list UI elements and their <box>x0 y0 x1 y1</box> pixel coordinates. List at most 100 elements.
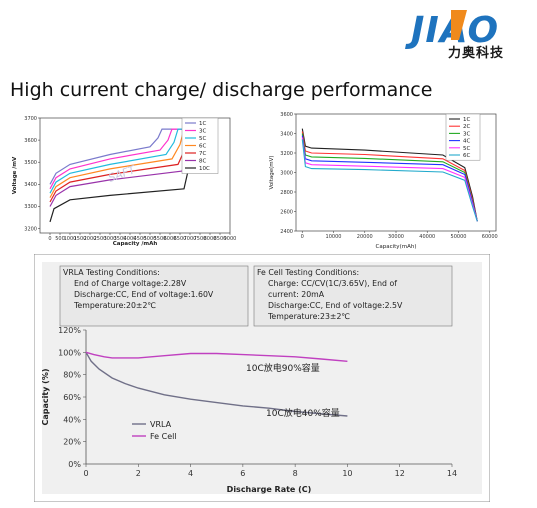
y-tick-label: 20% <box>63 438 81 447</box>
x-tick-label: 14 <box>447 469 457 478</box>
x-tick-label: 5500 <box>154 236 167 242</box>
series-line-5c <box>49 128 210 194</box>
y-tick-label: 60% <box>63 393 81 402</box>
legend-label: 6C <box>463 153 470 159</box>
y-tick-label: 40% <box>63 415 81 424</box>
conditions-line: Temperature:23±2℃ <box>267 312 350 321</box>
legend-label: 1C <box>463 117 470 123</box>
x-axis-label: Capacity(mAh) <box>376 244 417 250</box>
x-tick-label: 10000 <box>326 234 342 240</box>
x-tick-label: 20000 <box>357 234 373 240</box>
x-tick-label: 2000 <box>84 236 97 242</box>
y-tick-label: 3200 <box>24 226 37 232</box>
x-tick-label: 0 <box>48 236 51 242</box>
x-tick-label: 50000 <box>451 234 467 240</box>
series-line-6c <box>301 139 478 222</box>
x-tick-label: 4000 <box>124 236 137 242</box>
legend-label: 8C <box>199 159 206 165</box>
discharge-performance-chart: 2400 2600 2800 3000 3200 3400 3600 0 10000 20000 3… <box>266 108 504 250</box>
y-tick-label: 2400 <box>280 229 293 235</box>
series-line-vrla <box>85 351 348 417</box>
y-tick-label: 3200 <box>280 151 293 157</box>
capacity-vs-rate-chart: 0% 20% 40% 60% 80% 100% 120% 0 2 4 6 8 10 12 14 Dischar… <box>34 254 490 502</box>
y-tick-label: 2800 <box>280 190 293 196</box>
annotation-text: 10C放电90%容量 <box>246 362 320 374</box>
y-axis-label: Voltage(mV) <box>269 155 275 189</box>
y-axis-label: Voltage /mV <box>12 156 18 194</box>
x-tick-label: 0 <box>83 469 88 478</box>
conditions-line: End of Charge voltage:2.28V <box>74 279 187 288</box>
legend-label: 3C <box>463 131 470 137</box>
series-line-fe-cell <box>85 351 348 362</box>
logo-chinese-text: 力奥科技 <box>448 46 505 61</box>
conditions-box <box>253 265 453 327</box>
series-line-5c <box>301 137 478 222</box>
y-axis-label: Capacity (%) <box>41 368 50 425</box>
legend-label: 3C <box>199 129 206 135</box>
x-tick-label: 1500 <box>74 236 87 242</box>
legend-label: 6C <box>199 144 206 150</box>
x-tick-label: 8000 <box>204 236 217 242</box>
y-tick-label: 3300 <box>24 204 37 210</box>
annotation-text: 10C放电40%容量 <box>266 407 340 419</box>
x-tick-label: 3500 <box>114 236 127 242</box>
legend-box <box>445 113 481 161</box>
x-tick-label: 40000 <box>419 234 435 240</box>
series-line-1c <box>301 128 478 222</box>
x-tick-label: 9000 <box>224 236 237 242</box>
conditions-box <box>59 265 249 327</box>
x-tick-label: 6 <box>240 469 245 478</box>
y-tick-label: 3600 <box>24 138 37 144</box>
y-tick-label: 3500 <box>24 160 37 166</box>
conditions-line: current: 20mA <box>268 290 325 299</box>
x-tick-label: 5000 <box>144 236 157 242</box>
x-axis-label: Discharge Rate (C) <box>227 485 312 494</box>
x-tick-label: 6000 <box>164 236 177 242</box>
x-tick-label: 8500 <box>214 236 227 242</box>
x-tick-label: 3000 <box>104 236 117 242</box>
legend-label: Fe Cell <box>150 432 177 441</box>
x-tick-label: 0 <box>301 234 304 240</box>
x-tick-label: 12 <box>395 469 405 478</box>
y-tick-label: 80% <box>63 371 81 380</box>
series-line-1c <box>49 128 210 185</box>
conditions-title: VRLA Testing Conditions: <box>63 268 160 277</box>
legend-label: 5C <box>199 136 206 142</box>
x-tick-label: 10 <box>342 469 352 478</box>
x-tick-label: 2 <box>136 469 141 478</box>
legend-label: 10C <box>199 166 210 172</box>
series-line-4c <box>301 135 478 222</box>
conditions-line: Discharge:CC, End of voltage:2.5V <box>268 301 403 310</box>
conditions-line: Discharge:CC, End of voltage:1.60V <box>74 290 214 299</box>
x-tick-label: 500 <box>55 236 65 242</box>
x-tick-label: 4 <box>188 469 193 478</box>
x-tick-label: 1000 <box>64 236 77 242</box>
legend-label: 5C <box>463 146 470 152</box>
conditions-title: Fe Cell Testing Conditions: <box>257 268 359 277</box>
y-tick-label: 3000 <box>280 170 293 176</box>
y-tick-label: 100% <box>58 348 81 357</box>
page-title: High current charge/ discharge performan… <box>10 79 433 101</box>
y-tick-label: 3400 <box>280 131 293 137</box>
legend-label: 7C <box>199 151 206 157</box>
legend-label: VRLA <box>150 420 172 429</box>
x-tick-label: 4500 <box>134 236 147 242</box>
legend-label: 4C <box>463 139 470 145</box>
series-line-3c <box>49 128 210 190</box>
x-tick-label: 30000 <box>388 234 404 240</box>
x-tick-label: 60000 <box>482 234 498 240</box>
legend-label: 2C <box>463 124 470 130</box>
x-tick-label: 2500 <box>94 236 107 242</box>
charge-performance-chart: 3200 3300 3400 3500 3600 3700 0 500100015002000… <box>10 112 240 247</box>
x-axis-label: Capacity /mAh <box>113 241 158 247</box>
x-tick-label: 7000 <box>184 236 197 242</box>
y-tick-label: 0% <box>68 460 81 469</box>
x-tick-label: 7500 <box>194 236 207 242</box>
y-tick-label: 3700 <box>24 116 37 122</box>
y-tick-label: 2600 <box>280 209 293 215</box>
x-tick-label: 6500 <box>174 236 187 242</box>
y-tick-label: 3400 <box>24 182 37 188</box>
logo-accent-shape <box>451 10 467 40</box>
x-tick-label: 8 <box>293 469 298 478</box>
